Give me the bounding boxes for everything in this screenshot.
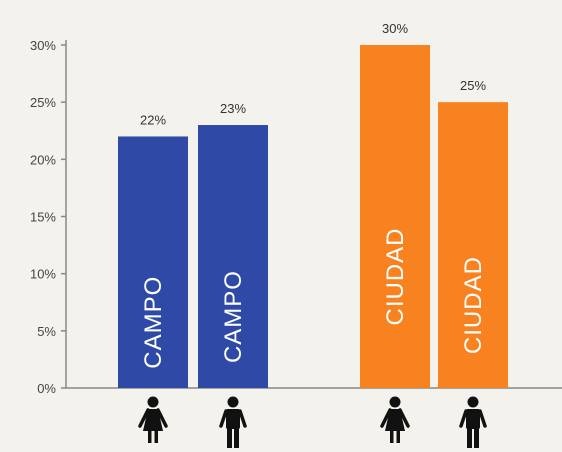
woman-icon (380, 396, 410, 443)
bar-category-label: CIUDAD (460, 256, 487, 354)
bar-category-label: CAMPO (140, 276, 167, 369)
data-label: 25% (460, 78, 486, 93)
bars: 22% CAMPO 23% CAMPO 30% CIUDAD 25% CIUDAD (118, 21, 508, 389)
man-icon (459, 396, 487, 448)
y-tick-label: 30% (30, 38, 56, 53)
y-tick-label: 5% (37, 324, 56, 339)
y-tick-label: 15% (30, 210, 56, 225)
y-tick-label: 10% (30, 267, 56, 282)
y-tick-label: 25% (30, 95, 56, 110)
bar (118, 136, 188, 388)
bar (360, 45, 430, 388)
data-label: 22% (140, 112, 166, 127)
bar-category-label: CAMPO (220, 270, 247, 363)
man-icon (219, 396, 247, 448)
bar (198, 125, 268, 389)
y-ticks: 0% 5% 10% 15% 20% 25% 30% (30, 38, 66, 396)
person-icons (138, 396, 487, 448)
data-label: 30% (382, 21, 408, 36)
data-label: 23% (220, 101, 246, 116)
y-tick-label: 20% (30, 152, 56, 167)
woman-icon (138, 396, 168, 443)
bar-category-label: CIUDAD (382, 227, 409, 325)
y-tick-label: 0% (37, 381, 56, 396)
bar (438, 102, 508, 389)
